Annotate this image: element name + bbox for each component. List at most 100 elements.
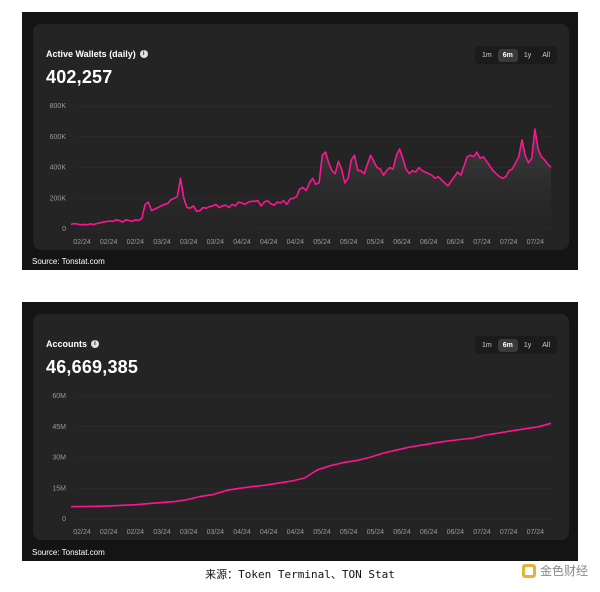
data-point bbox=[199, 210, 200, 211]
data-point bbox=[225, 205, 226, 206]
data-point bbox=[547, 164, 548, 165]
data-point bbox=[270, 203, 271, 204]
data-point bbox=[541, 156, 542, 157]
data-point bbox=[441, 179, 442, 180]
x-tick-label: 03/24 bbox=[153, 529, 171, 536]
data-point bbox=[128, 220, 129, 221]
y-tick-label: 800K bbox=[50, 103, 67, 110]
data-point bbox=[351, 159, 352, 160]
data-point bbox=[512, 168, 513, 169]
data-point bbox=[444, 182, 445, 183]
data-point bbox=[306, 190, 307, 191]
data-point bbox=[273, 205, 274, 206]
data-point bbox=[380, 168, 381, 169]
data-point bbox=[200, 496, 201, 497]
data-point bbox=[145, 204, 146, 205]
data-point bbox=[154, 208, 155, 209]
data-point bbox=[473, 437, 474, 438]
data-point bbox=[347, 178, 348, 179]
card-title-text: Active Wallets (daily) bbox=[46, 49, 136, 59]
data-point bbox=[473, 156, 474, 157]
data-point bbox=[203, 207, 204, 208]
data-point bbox=[190, 208, 191, 209]
data-point bbox=[431, 175, 432, 176]
data-point bbox=[496, 173, 497, 174]
data-point bbox=[322, 155, 323, 156]
data-point bbox=[328, 162, 329, 163]
data-point bbox=[212, 205, 213, 206]
tab-all[interactable]: All bbox=[542, 51, 550, 59]
data-point bbox=[74, 223, 75, 224]
tab-1y[interactable]: 1y bbox=[523, 51, 532, 59]
data-point bbox=[277, 202, 278, 203]
active-wallets-panel: Active Wallets (daily) i 402,257 1m 6m 1… bbox=[22, 12, 578, 270]
data-point bbox=[239, 488, 240, 489]
data-point bbox=[319, 182, 320, 183]
data-point bbox=[370, 155, 371, 156]
tab-6m[interactable]: 6m bbox=[497, 48, 518, 62]
data-point bbox=[141, 218, 142, 219]
data-point bbox=[521, 139, 522, 140]
data-point bbox=[376, 167, 377, 168]
data-point bbox=[447, 185, 448, 186]
info-icon[interactable]: i bbox=[91, 340, 100, 348]
data-point bbox=[460, 175, 461, 176]
data-point bbox=[418, 167, 419, 168]
tab-1m[interactable]: 1m bbox=[481, 51, 492, 59]
data-point bbox=[534, 129, 535, 130]
data-point bbox=[302, 187, 303, 188]
x-tick-label: 02/24 bbox=[100, 239, 118, 246]
source-label: Source: Tonstat.com bbox=[32, 257, 105, 266]
data-point bbox=[167, 203, 168, 204]
data-point bbox=[291, 481, 292, 482]
data-point bbox=[489, 165, 490, 166]
tab-all[interactable]: All bbox=[542, 341, 550, 349]
data-point bbox=[290, 198, 291, 199]
data-point bbox=[338, 161, 339, 162]
data-point bbox=[286, 204, 287, 205]
data-point bbox=[304, 477, 305, 478]
info-icon[interactable]: i bbox=[139, 50, 148, 58]
x-tick-label: 04/24 bbox=[233, 239, 251, 246]
range-selector: 1m 6m 1y All bbox=[474, 46, 557, 64]
data-point bbox=[228, 207, 229, 208]
brand-name: 金色财经 bbox=[539, 564, 588, 578]
data-point bbox=[148, 202, 149, 203]
data-point bbox=[90, 223, 91, 224]
data-point bbox=[83, 506, 84, 507]
x-tick-label: 04/24 bbox=[233, 529, 251, 536]
x-tick-label: 07/24 bbox=[473, 529, 491, 536]
tab-1m[interactable]: 1m bbox=[481, 341, 492, 349]
x-tick-label: 02/24 bbox=[73, 529, 91, 536]
data-point bbox=[325, 152, 326, 153]
data-point bbox=[364, 173, 365, 174]
data-point bbox=[119, 220, 120, 221]
data-point bbox=[402, 158, 403, 159]
data-point bbox=[186, 207, 187, 208]
data-point bbox=[106, 221, 107, 222]
tab-6m[interactable]: 6m bbox=[497, 338, 518, 352]
data-point bbox=[219, 207, 220, 208]
data-point bbox=[409, 173, 410, 174]
data-point bbox=[528, 162, 529, 163]
data-point bbox=[187, 499, 188, 500]
data-point bbox=[463, 165, 464, 166]
y-tick-label: 60M bbox=[52, 393, 66, 400]
x-tick-label: 05/24 bbox=[367, 239, 385, 246]
data-point bbox=[330, 465, 331, 466]
data-point bbox=[96, 223, 97, 224]
data-point bbox=[343, 462, 344, 463]
accounts-chart: 0 15M 30M 45M 60M 02/24 02/24 02/24 03/24 03/24 03… bbox=[52, 393, 552, 536]
data-point bbox=[109, 220, 110, 221]
data-point bbox=[357, 170, 358, 171]
data-point bbox=[405, 168, 406, 169]
data-point bbox=[135, 219, 136, 220]
data-point bbox=[151, 210, 152, 211]
data-point bbox=[434, 178, 435, 179]
tab-1y[interactable]: 1y bbox=[523, 341, 532, 349]
data-point bbox=[83, 224, 84, 225]
data-point bbox=[174, 198, 175, 199]
data-point bbox=[161, 205, 162, 206]
data-point bbox=[415, 172, 416, 173]
x-tick-label: 06/24 bbox=[393, 239, 411, 246]
